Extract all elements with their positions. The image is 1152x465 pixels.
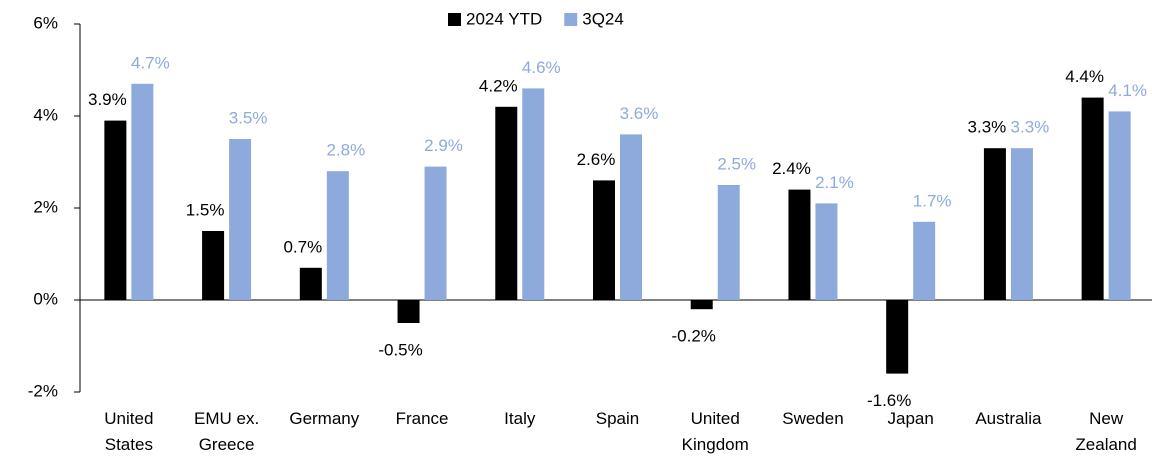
bar: [397, 300, 420, 323]
legend-label: 3Q24: [582, 9, 624, 28]
bar: [522, 88, 545, 301]
bar: [229, 139, 252, 300]
value-label: 2.6%: [577, 150, 616, 169]
x-tick-label: Germany: [289, 409, 359, 428]
x-tick-label: EMU ex. Greece: [194, 409, 259, 454]
bar: [717, 185, 740, 300]
bar: [913, 221, 936, 300]
x-tick-label: France: [396, 409, 449, 428]
y-tick-label: 0%: [33, 289, 58, 308]
legend-swatch: [564, 13, 578, 26]
x-tick-label: Japan: [888, 409, 934, 428]
y-tick-label: -2%: [28, 381, 58, 400]
value-label: 2.5%: [717, 154, 756, 173]
value-label: -0.2%: [672, 327, 716, 346]
value-label: 3.5%: [229, 108, 268, 127]
value-label: 2.9%: [424, 136, 463, 155]
value-label: -0.5%: [378, 340, 422, 359]
bar: [326, 171, 349, 300]
bar: [620, 134, 642, 300]
value-label: 4.7%: [131, 53, 170, 72]
value-label: 3.6%: [620, 104, 659, 123]
x-tick-label: New Zealand: [1075, 409, 1136, 454]
bar: [299, 267, 322, 300]
value-label: 4.4%: [1065, 67, 1104, 86]
bar: [202, 231, 225, 300]
value-label: 1.7%: [913, 191, 952, 210]
y-tick-label: 2%: [33, 197, 58, 216]
x-tick-label: Italy: [504, 409, 536, 428]
bar: [495, 106, 518, 300]
bar: [690, 300, 713, 310]
bar: [886, 300, 909, 374]
bar: [788, 189, 811, 300]
value-label: 3.3%: [968, 118, 1007, 137]
bar: [424, 166, 447, 300]
value-label: 3.3%: [1011, 118, 1050, 137]
legend-swatch: [448, 13, 461, 26]
bar: [1108, 111, 1131, 301]
x-tick-label: United Kingdom: [682, 409, 749, 454]
value-label: 2.4%: [772, 159, 811, 178]
value-label: 4.6%: [522, 58, 561, 77]
value-label: -1.6%: [867, 391, 911, 410]
x-tick-label: Australia: [975, 409, 1042, 428]
value-label: 2.8%: [326, 141, 365, 160]
bar: [983, 148, 1006, 300]
x-tick-label: Sweden: [782, 409, 843, 428]
bar: [1010, 148, 1033, 300]
value-label: 3.9%: [88, 90, 127, 109]
bar: [1081, 97, 1104, 300]
legend-label: 2024 YTD: [466, 9, 542, 28]
x-tick-label: United States: [104, 409, 153, 454]
bar: [815, 203, 838, 300]
bar: [593, 180, 615, 300]
value-label: 2.1%: [815, 173, 854, 192]
value-label: 4.2%: [479, 76, 518, 95]
bar: [131, 83, 154, 300]
y-tick-label: 6%: [33, 13, 58, 32]
x-tick-label: Spain: [596, 409, 639, 428]
value-label: 0.7%: [283, 237, 322, 256]
value-label: 4.1%: [1108, 81, 1147, 100]
bar: [104, 120, 127, 300]
y-tick-label: 4%: [33, 105, 58, 124]
value-label: 1.5%: [186, 200, 225, 219]
